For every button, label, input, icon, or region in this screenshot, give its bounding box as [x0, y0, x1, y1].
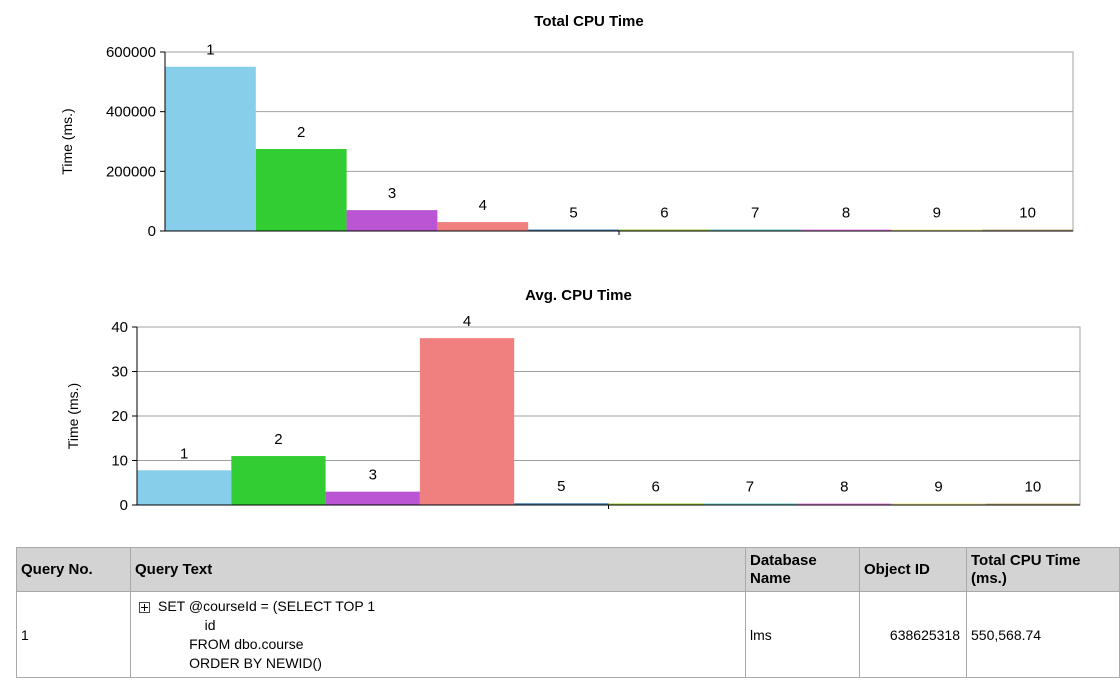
bar	[255, 148, 347, 231]
y-tick-label: 0	[148, 223, 156, 240]
y-tick-label: 200000	[106, 163, 156, 180]
cell-query-text: SET @courseId = (SELECT TOP 1 id FROM db…	[130, 591, 746, 678]
table-row: 1 SET @courseId = (SELECT TOP 1 id FROM …	[16, 591, 1120, 678]
bar	[325, 491, 420, 505]
bar	[891, 503, 986, 505]
data-label: 2	[274, 431, 282, 448]
chart-title: Avg. CPU Time	[525, 287, 632, 304]
data-label: 4	[463, 313, 471, 330]
bar	[231, 456, 326, 505]
y-tick-label: 10	[111, 453, 128, 470]
bar	[702, 503, 798, 505]
bar	[619, 229, 710, 231]
data-label: 8	[842, 205, 850, 222]
y-tick-label: 30	[111, 364, 128, 381]
bar	[797, 503, 892, 505]
header-query-no: Query No.	[16, 547, 131, 592]
bar	[137, 470, 232, 505]
bar	[514, 503, 609, 505]
data-label: 7	[751, 205, 759, 222]
expand-icon[interactable]	[139, 601, 150, 613]
data-label: 10	[1025, 479, 1042, 496]
bar	[608, 503, 703, 505]
cell-query-no: 1	[16, 591, 131, 678]
data-label: 7	[746, 479, 754, 496]
data-label: 6	[660, 205, 668, 222]
data-label: 1	[180, 445, 188, 462]
bar	[891, 229, 983, 231]
data-label: 5	[557, 478, 565, 495]
bar	[982, 229, 1073, 231]
bar	[437, 222, 529, 231]
y-axis-label: Time (ms.)	[65, 383, 81, 449]
y-tick-label: 400000	[106, 104, 156, 121]
data-label: 2	[297, 124, 305, 141]
data-label: 1	[206, 42, 214, 59]
cell-total-cpu-time: 550,568.74	[966, 591, 1120, 678]
cell-database-name: lms	[745, 591, 860, 678]
bar	[800, 229, 892, 231]
bar	[346, 210, 438, 231]
bar	[165, 66, 256, 231]
y-tick-label: 600000	[106, 44, 156, 61]
chart-title: Total CPU Time	[534, 13, 643, 30]
bar	[985, 503, 1080, 505]
y-tick-label: 0	[120, 497, 128, 514]
data-label: 3	[388, 185, 396, 202]
data-label: 4	[479, 197, 487, 214]
bar	[419, 338, 515, 505]
data-label: 6	[651, 479, 659, 496]
data-label: 8	[840, 479, 848, 496]
data-label: 9	[934, 479, 942, 496]
bar	[528, 229, 619, 231]
header-object-id: Object ID	[859, 547, 967, 592]
y-tick-label: 40	[111, 319, 128, 336]
header-total-cpu-time: Total CPU Time (ms.)	[966, 547, 1120, 592]
data-label: 5	[569, 205, 577, 222]
chart-1: Total CPU Time 0 200000 400000 600000 Time (m…	[59, 13, 1074, 240]
header-query-text: Query Text	[130, 547, 746, 592]
header-database-name: Database Name	[745, 547, 860, 592]
y-axis-label: Time (ms.)	[59, 108, 75, 174]
charts-area: Total CPU Time 0 200000 400000 600000 Time (m…	[59, 13, 1081, 514]
query-stats-table: Query No. Query Text Database Name Objec…	[16, 547, 1120, 678]
bar	[709, 229, 801, 231]
data-label: 9	[933, 205, 941, 222]
data-label: 10	[1019, 205, 1036, 222]
table-header-row: Query No. Query Text Database Name Objec…	[16, 547, 1120, 592]
cell-object-id: 638625318	[859, 591, 967, 678]
y-tick-label: 20	[111, 408, 128, 425]
query-text-content: SET @courseId = (SELECT TOP 1 id FROM db…	[158, 597, 376, 671]
data-label: 3	[369, 467, 377, 484]
chart-2: Avg. CPU Time 0 10 20 30 40 Time (ms.) 1 2 3 4 5 6 7 8…	[65, 287, 1081, 514]
